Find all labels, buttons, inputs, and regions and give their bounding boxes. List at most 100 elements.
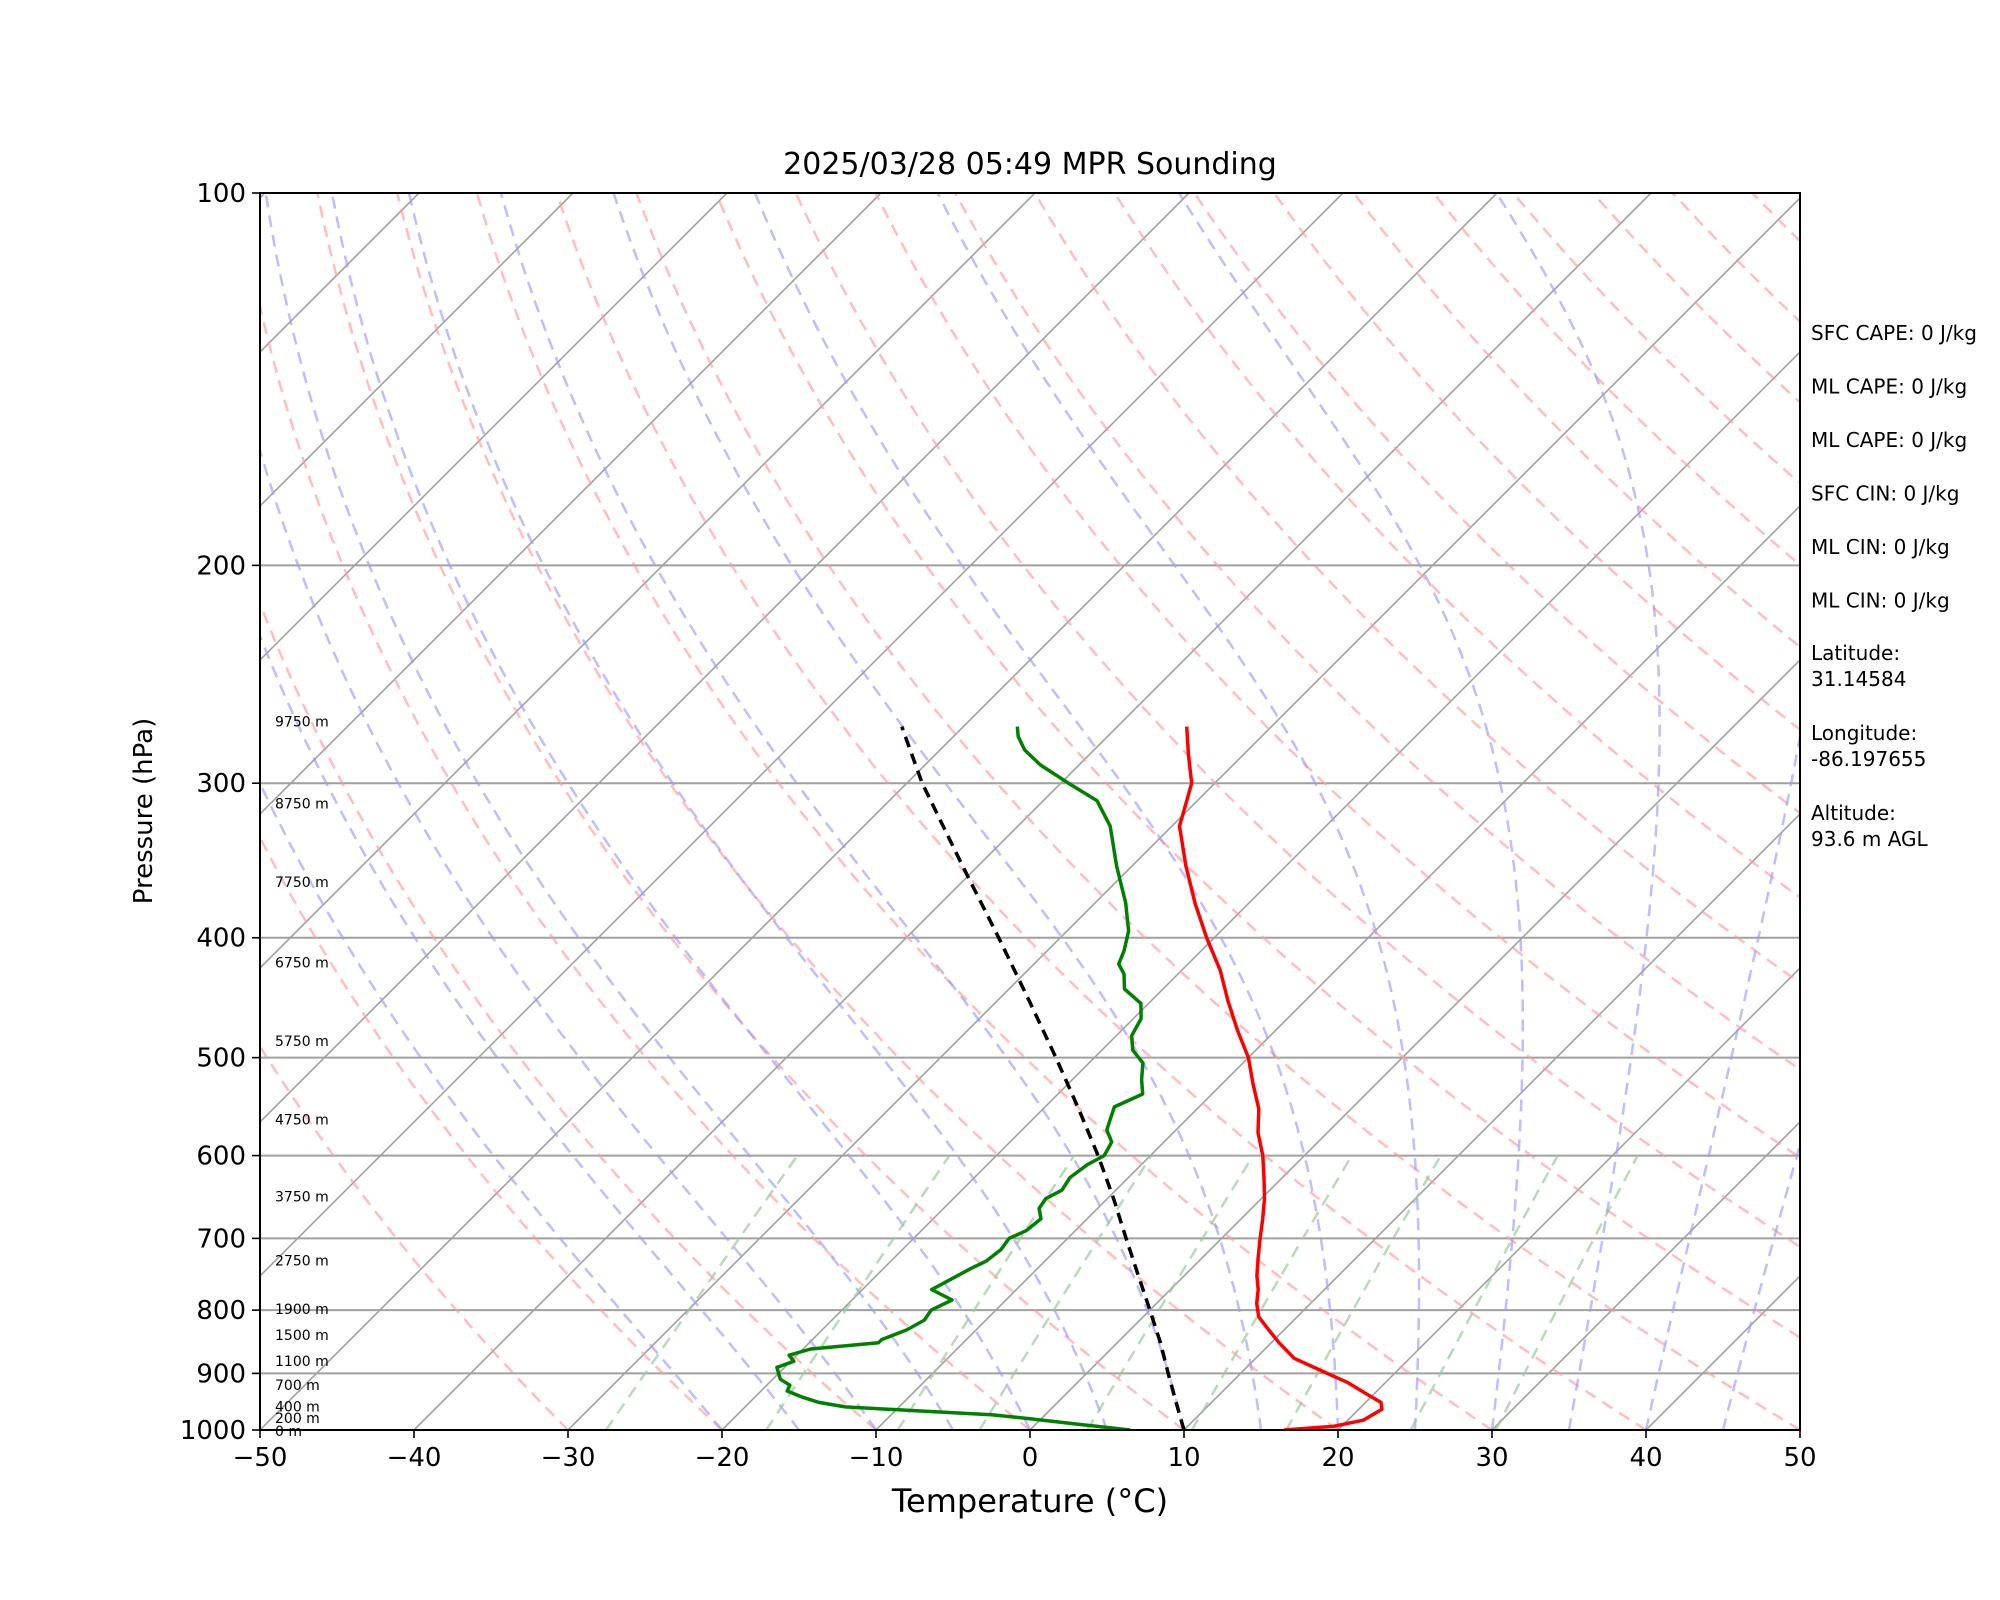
dry-adiabat-line <box>1591 193 1800 405</box>
height-label: 9750 m <box>275 715 329 731</box>
x-tick-label: 30 <box>1475 1443 1508 1473</box>
dewpoint-line <box>775 726 1145 1430</box>
moist-adiabat-line <box>936 193 1421 1430</box>
y-tick-label: 400 <box>196 924 246 954</box>
height-label: 5750 m <box>275 1034 329 1050</box>
dry-adiabat-line <box>1273 193 1800 732</box>
isotherm-line <box>260 193 882 816</box>
x-tick-label: 20 <box>1321 1443 1354 1473</box>
isotherm-line <box>260 193 574 508</box>
stat-text: ML CIN: 0 J/kg <box>1811 589 1950 613</box>
height-label: 700 m <box>275 1378 320 1394</box>
x-tick-label: 10 <box>1167 1443 1200 1473</box>
dry-adiabat-line <box>1113 193 1800 900</box>
mixing-ratio-line <box>1494 1155 1639 1430</box>
isotherm-line <box>1337 966 1800 1430</box>
x-tick-label: 0 <box>1022 1443 1039 1473</box>
x-tick-label: 50 <box>1783 1443 1816 1473</box>
dry-adiabat-line <box>1352 193 1800 649</box>
moist-adiabat-line <box>753 193 1340 1430</box>
y-tick-label: 600 <box>196 1142 246 1172</box>
stat-value: 93.6 m AGL <box>1811 827 1929 851</box>
isotherm-line <box>260 193 1036 970</box>
height-label: 1900 m <box>275 1302 329 1318</box>
height-label: 1500 m <box>275 1328 329 1344</box>
height-label: 8750 m <box>275 797 329 813</box>
moist-adiabat-line <box>264 193 955 1430</box>
x-tick-label: 40 <box>1629 1443 1662 1473</box>
height-label: 6750 m <box>275 955 329 971</box>
moist-adiabat-line <box>499 193 1186 1430</box>
moist-adiabat-line <box>330 193 1032 1430</box>
mixing-ratio-line <box>765 1154 951 1430</box>
mixing-ratio-line <box>1086 1154 1255 1430</box>
height-label: 200 m <box>275 1411 320 1427</box>
mixing-ratio-line <box>1409 1154 1559 1430</box>
y-tick-label: 800 <box>196 1296 246 1326</box>
stat-label: Altitude: <box>1811 801 1896 825</box>
dry-adiabat-line <box>260 300 1031 1430</box>
isotherm-line <box>260 193 1344 1278</box>
stat-text: ML CIN: 0 J/kg <box>1811 535 1950 559</box>
dry-adiabat-line <box>1193 193 1800 815</box>
isotherm-line <box>260 193 728 662</box>
plot-frame <box>259 192 1801 1431</box>
x-tick-label: −30 <box>541 1443 596 1473</box>
y-tick-label: 700 <box>196 1224 246 1254</box>
isotherm-line <box>1183 812 1800 1430</box>
dry-adiabat-line <box>874 193 1800 1159</box>
stat-text: SFC CAPE: 0 J/kg <box>1811 321 1977 345</box>
series-layer <box>775 726 1384 1430</box>
temperature-line <box>1177 726 1384 1430</box>
isotherm-line <box>875 504 1800 1430</box>
stat-label: Latitude: <box>1811 641 1900 665</box>
height-label: 4750 m <box>275 1113 329 1129</box>
dry-adiabat-line <box>475 193 1493 1430</box>
y-tick-label: 100 <box>196 179 246 209</box>
moist-adiabat-line <box>612 193 1263 1430</box>
y-axis-label: Pressure (hPa) <box>129 718 159 905</box>
x-tick-label: −40 <box>387 1443 442 1473</box>
dry-adiabat-line <box>1033 193 1800 985</box>
moist-adiabat-line <box>260 446 878 1430</box>
isotherm-line <box>0 193 111 1430</box>
x-axis-label: Temperature (°C) <box>891 1482 1168 1520</box>
mixing-ratio-line <box>604 1154 799 1430</box>
height-label: 3750 m <box>275 1189 329 1205</box>
y-tick-label: 900 <box>196 1359 246 1389</box>
dry-adiabat-line <box>316 193 1185 1430</box>
stat-value: -86.197655 <box>1811 747 1926 771</box>
y-tick-label: 1000 <box>180 1416 246 1446</box>
stat-label: Longitude: <box>1811 721 1917 745</box>
moist-adiabat-line <box>260 632 800 1430</box>
dry-adiabat-line <box>555 193 1647 1430</box>
parcel-profile-line <box>900 726 1186 1430</box>
dry-adiabat-line <box>395 193 1339 1430</box>
dry-adiabat-line <box>260 599 877 1430</box>
isotherm-line <box>567 196 1800 1430</box>
stat-text: SFC CIN: 0 J/kg <box>1811 482 1959 506</box>
y-tick-label: 200 <box>196 551 246 581</box>
x-axis: −50 −40 −30 −20 −10 0 10 20 30 40 50 <box>233 1430 1817 1473</box>
x-tick-label: −50 <box>233 1443 288 1473</box>
height-label: 7750 m <box>275 875 329 891</box>
y-tick-label: 300 <box>196 769 246 799</box>
dry-adiabat-line <box>635 193 1800 1430</box>
stat-text: ML CAPE: 0 J/kg <box>1811 428 1967 452</box>
isotherm-line <box>1491 1120 1800 1430</box>
dry-adiabat-line <box>714 193 1800 1339</box>
mixing-ratio-line <box>1285 1154 1442 1430</box>
isotherm-line <box>413 193 1652 1430</box>
x-tick-label: −20 <box>695 1443 750 1473</box>
moist-adiabat-line <box>1721 1140 1800 1430</box>
isotherm-line <box>1029 658 1800 1430</box>
stat-value: 31.14584 <box>1811 667 1906 691</box>
chart-title: 2025/03/28 05:49 MPR Sounding <box>783 147 1277 182</box>
isotherm-line <box>260 193 1498 1430</box>
mixing-ratio-line <box>978 1154 1153 1430</box>
stats-panel: SFC CAPE: 0 J/kg ML CAPE: 0 J/kg ML CAPE: … <box>1811 321 1977 851</box>
background-lines <box>0 193 1800 1430</box>
y-tick-label: 500 <box>196 1044 246 1074</box>
